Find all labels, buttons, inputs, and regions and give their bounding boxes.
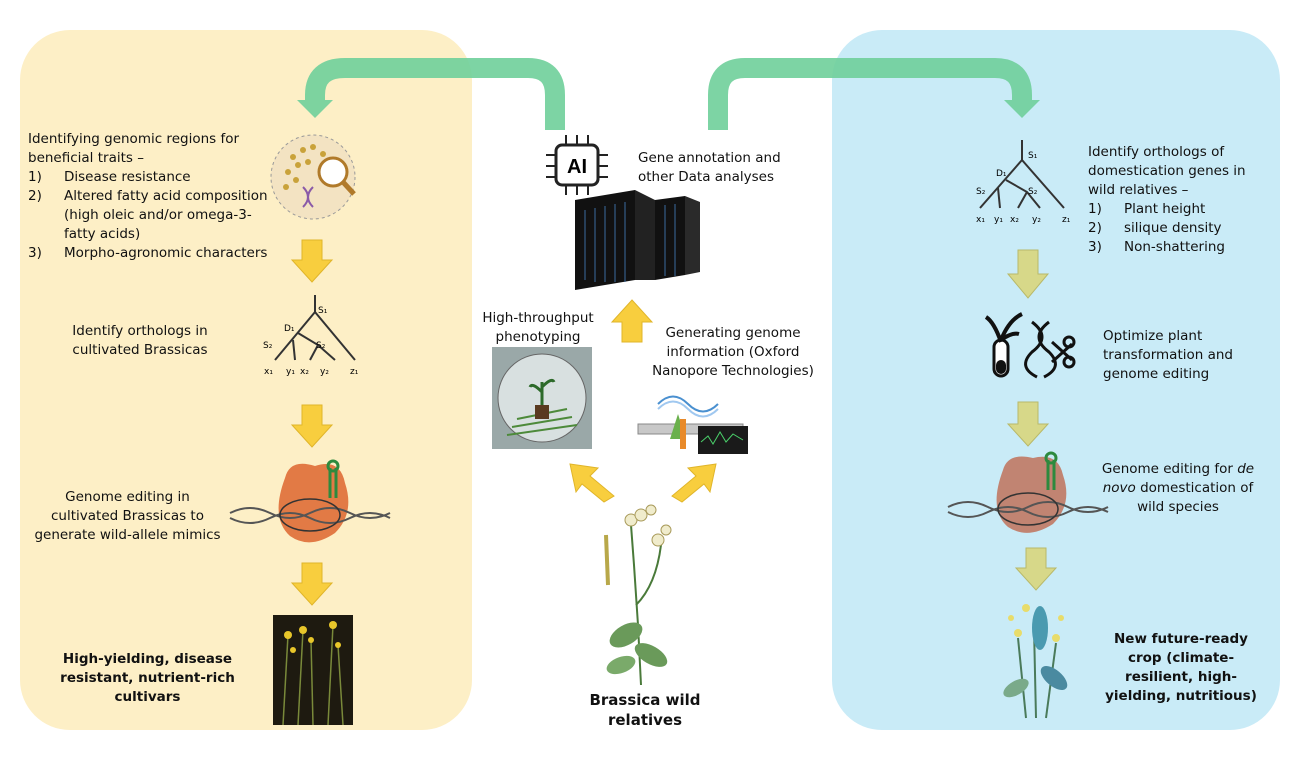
down-arrow-yellow-2 (290, 404, 334, 448)
de-novo-text-post: domestication of wild species (1135, 480, 1254, 515)
right-result-text: New future-ready crop (climate-resilient… (1105, 631, 1257, 704)
future-crop-plant-image (1003, 604, 1068, 719)
left-trait-3: 3) Morpho-agronomic characters (28, 244, 278, 263)
tree-leaf: z₁ (1062, 215, 1071, 225)
right-trait-1: 1) Plant height (1088, 200, 1268, 219)
left-orthologs-text: Identify orthologs in cultivated Brassic… (72, 323, 208, 358)
tree-label-s1: S₁ (1028, 151, 1038, 161)
tree-label-s2: S₂ (263, 341, 273, 351)
left-trait-2: 2) Altered fatty acid composition (high … (28, 187, 278, 244)
de-novo-text-pre: Genome editing for (1101, 461, 1238, 477)
tree-leaf: y₂ (1032, 215, 1041, 225)
annotation-text: Gene annotation and other Data analyses (638, 150, 781, 185)
de-novo-editing-text: Genome editing for de novo domestication… (1098, 460, 1258, 517)
optimize-text: Optimize plant transformation and genome… (1103, 328, 1234, 382)
trait-text: Plant height (1124, 201, 1206, 217)
crispr-editing-icon (229, 459, 391, 543)
tree-label-s2b: S₂ (316, 341, 326, 351)
left-intro-block: Identifying genomic regions for benefici… (28, 130, 278, 263)
tree-label-s2b: S₂ (1028, 187, 1038, 197)
genome-search-icon (270, 134, 356, 220)
test-tube-plant-icon (984, 312, 1023, 378)
ai-chip-icon: AI (546, 135, 608, 195)
tree-leaf: y₂ (320, 367, 329, 377)
tree-leaf: x₂ (300, 367, 309, 377)
server-racks-icon (575, 190, 700, 290)
trait-text: Altered fatty acid composition (high ole… (64, 188, 268, 242)
tree-label-s2: S₂ (976, 187, 986, 197)
right-trait-3: 3) Non-shattering (1088, 238, 1268, 257)
right-intro-block: Identify orthologs of domestication gene… (1088, 143, 1268, 257)
genome-info-text: Generating genome information (Oxford Na… (652, 325, 814, 379)
trait-text: Morpho-agronomic characters (64, 245, 268, 261)
dna-scissors-icon (1024, 320, 1076, 379)
up-arrow-yellow-phenotyping (569, 463, 615, 503)
tree-leaf: y₁ (286, 367, 295, 377)
phenotyping-text: High-throughput phenotyping (482, 310, 594, 345)
tree-leaf: x₁ (264, 367, 273, 377)
trait-number: 1) (28, 169, 42, 185)
left-result-text: High-yielding, disease resistant, nutrie… (60, 651, 235, 705)
trait-number: 3) (1088, 239, 1102, 255)
left-intro-text: Identifying genomic regions for benefici… (28, 131, 240, 166)
left-panel-cultivated (20, 30, 472, 730)
trait-text: Disease resistance (64, 169, 191, 185)
left-editing-text: Genome editing in cultivated Brassicas t… (34, 489, 221, 543)
wild-brassica-plant-image (604, 504, 672, 686)
phylogenetic-tree-diagram: S₁ D₁ S₂ S₂ x₁ y₁ x₂ y₂ z₁ (263, 295, 359, 377)
trait-number: 1) (1088, 201, 1102, 217)
nanopore-sequencing-image (637, 395, 748, 454)
tree-label-s1: S₁ (318, 306, 328, 316)
trait-number: 2) (1088, 220, 1102, 236)
crispr-editing-icon-right (947, 451, 1109, 533)
down-arrow-yellow-1 (290, 239, 334, 283)
de-novo-text-italic: de novo (1102, 461, 1255, 496)
trait-text: Non-shattering (1124, 239, 1225, 255)
wild-relatives-text: Brassica wild relatives (589, 691, 701, 729)
ai-label: AI (567, 156, 587, 178)
trait-number: 2) (28, 188, 42, 204)
phylogenetic-tree-diagram-right: S₁ D₁ S₂ S₂ x₁ y₁ x₂ y₂ z₁ (976, 140, 1071, 225)
right-trait-2: 2) silique density (1088, 219, 1268, 238)
tree-leaf: z₁ (350, 367, 359, 377)
cultivar-field-image (273, 615, 353, 726)
tree-leaf: x₁ (976, 215, 985, 225)
left-trait-1: 1) Disease resistance (28, 168, 278, 187)
trait-text: silique density (1124, 220, 1222, 236)
down-arrow-olive-3 (1014, 547, 1058, 591)
tree-leaf: y₁ (994, 215, 1003, 225)
trait-number: 3) (28, 245, 42, 261)
down-arrow-olive-1 (1006, 249, 1050, 299)
up-arrow-yellow-genome (671, 463, 717, 503)
tree-leaf: x₂ (1010, 215, 1019, 225)
phenotyping-greenhouse-image (492, 347, 592, 449)
tree-label-d1: D₁ (996, 169, 1007, 179)
down-arrow-olive-2 (1006, 401, 1050, 447)
down-arrow-yellow-3 (290, 562, 334, 606)
right-panel-wild (832, 30, 1280, 730)
tree-label-d1: D₁ (284, 324, 295, 334)
right-intro-text: Identify orthologs of domestication gene… (1088, 144, 1246, 198)
up-arrow-yellow-servers (610, 299, 654, 343)
